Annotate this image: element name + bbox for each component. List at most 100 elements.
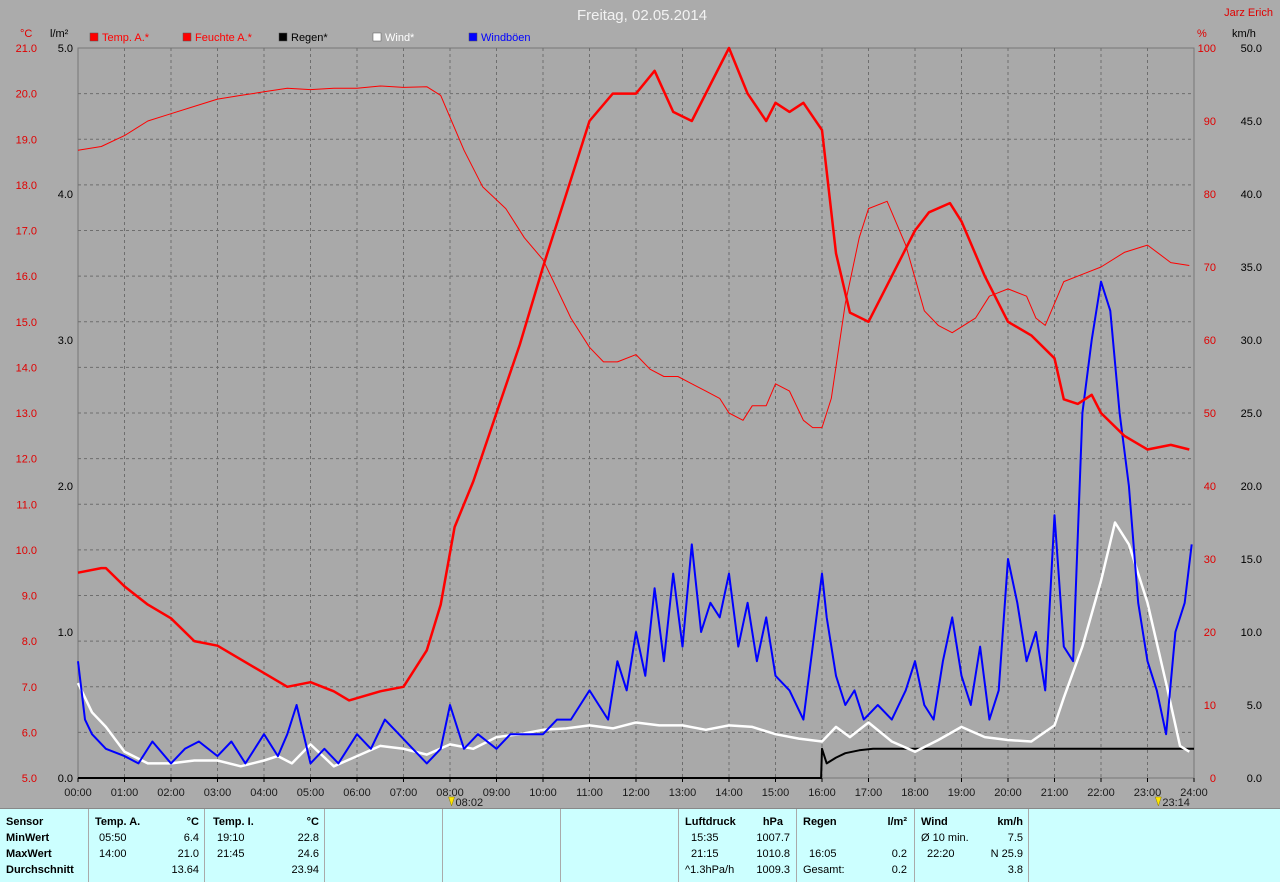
rain-tick-label: 3.0	[58, 335, 73, 347]
row-label-avg: Durchschnitt	[6, 864, 74, 876]
legend-swatch	[372, 32, 382, 42]
wind-tick-label: 25.0	[1241, 408, 1262, 420]
pressure-avg-value: 1009.3	[756, 864, 790, 876]
x-tick-label: 08:00	[436, 787, 464, 799]
legend-label: Regen*	[291, 32, 328, 44]
pressure-unit: hPa	[762, 816, 783, 828]
wind-column: Wind km/h Ø 10 min. 7.5 22:20 N 25.9 3.8	[914, 809, 1029, 882]
wind-tick-label: 35.0	[1241, 262, 1262, 274]
rain-unit: l/m²	[50, 28, 69, 40]
temp-a-unit: °C	[186, 816, 199, 828]
wind-tick-label: 40.0	[1241, 189, 1262, 201]
legend-swatch	[468, 32, 478, 42]
rain-total-value: 0.2	[891, 864, 907, 876]
wind-avg-value: 3.8	[1007, 864, 1023, 876]
pressure-min-time: 15:35	[691, 832, 719, 844]
legend-label: Wind*	[385, 32, 415, 44]
humidity-unit: %	[1197, 28, 1207, 40]
x-tick-label: 19:00	[948, 787, 976, 799]
legend-label: Temp. A.*	[102, 32, 150, 44]
x-tick-label: 04:00	[250, 787, 278, 799]
temp-tick-label: 15.0	[16, 317, 37, 329]
temp-axis: 21.0 20.0 19.0 18.0 17.0 16.0 15.0 14.0 13.0 12.0…	[16, 43, 37, 785]
temp-a-min-value: 6.4	[183, 832, 199, 844]
pressure-max-value: 1010.8	[756, 848, 790, 860]
stats-panel: Sensor MinWert MaxWert Durchschnitt Temp…	[0, 808, 1280, 882]
wind-avg10-label: Ø 10 min.	[921, 832, 969, 844]
wind-axis: 50.0 45.0 40.0 35.0 30.0 25.0 20.0 15.0 10.0 5.0 0…	[1241, 43, 1262, 785]
sunset-time: 23:14	[1162, 797, 1190, 808]
wind-unit: km/h	[997, 816, 1023, 828]
row-label-max: MaxWert	[6, 848, 52, 860]
x-tick-label: 20:00	[994, 787, 1022, 799]
series-line-4	[77, 280, 1193, 765]
humidity-tick-label: 90	[1204, 116, 1216, 128]
wind-header: Wind	[921, 816, 948, 828]
temp-tick-label: 13.0	[16, 408, 37, 420]
empty-column-2	[442, 809, 561, 882]
rain-tick-label: 1.0	[58, 627, 73, 639]
temp-tick-label: 16.0	[16, 271, 37, 283]
chart-title: Freitag, 02.05.2014	[577, 7, 707, 24]
x-tick-label: 06:00	[343, 787, 371, 799]
rain-axis: 5.0 4.0 3.0 2.0 1.0 0.0	[58, 43, 73, 785]
pressure-header: Luftdruck	[685, 816, 736, 828]
rain-column: Regen l/m² 16:05 0.2 Gesamt: 0.2	[796, 809, 915, 882]
temp-tick-label: 10.0	[16, 545, 37, 557]
pressure-column: Luftdruck hPa 15:35 1007.7 21:15 1010.8 …	[678, 809, 797, 882]
x-axis: 00:00 01:00 02:00 03:00 04:00 05:00 06:00 07:00…	[64, 778, 1208, 799]
wind-tick-label: 45.0	[1241, 116, 1262, 128]
series-line-2	[78, 747, 1194, 779]
x-tick-label: 11:00	[576, 787, 603, 799]
temp-tick-label: 14.0	[16, 362, 37, 374]
wind-tick-label: 20.0	[1241, 481, 1262, 493]
x-tick-label: 23:00	[1134, 787, 1162, 799]
wind-unit: km/h	[1232, 28, 1256, 40]
humidity-tick-label: 40	[1204, 481, 1216, 493]
temp-outdoor-column: Temp. A. °C 05:50 6.4 14:00 21.0 13.64	[88, 809, 205, 882]
series-group	[76, 46, 1194, 779]
pressure-trend: ^1.3hPa/h	[685, 864, 735, 876]
wind-tick-label: 5.0	[1247, 700, 1262, 712]
rain-unit: l/m²	[887, 816, 907, 828]
temp-unit: °C	[20, 28, 32, 40]
temp-i-max-time: 21:45	[217, 848, 245, 860]
x-tick-label: 05:00	[297, 787, 325, 799]
series-line-0	[77, 46, 1190, 702]
legend-swatch	[278, 32, 288, 42]
x-tick-label: 24:00	[1180, 787, 1208, 799]
rain-max-value: 0.2	[891, 848, 907, 860]
sunrise-time: 08:02	[456, 797, 484, 808]
humidity-tick-label: 20	[1204, 627, 1216, 639]
temp-tick-label: 20.0	[16, 89, 37, 101]
temp-tick-label: 6.0	[22, 727, 37, 739]
x-tick-label: 21:00	[1041, 787, 1069, 799]
wind-gust-value: N 25.9	[990, 848, 1023, 860]
temp-a-header: Temp. A.	[95, 816, 141, 828]
wind-tick-label: 30.0	[1241, 335, 1262, 347]
humidity-tick-label: 80	[1204, 189, 1216, 201]
humidity-tick-label: 30	[1204, 554, 1216, 566]
x-tick-label: 02:00	[157, 787, 185, 799]
temp-tick-label: 5.0	[22, 773, 37, 785]
rain-max-time: 16:05	[809, 848, 837, 860]
grid	[78, 48, 1194, 778]
empty-column-3	[560, 809, 679, 882]
humidity-tick-label: 60	[1204, 335, 1216, 347]
humidity-tick-label: 10	[1204, 700, 1216, 712]
temp-tick-label: 17.0	[16, 226, 37, 238]
x-tick-label: 17:00	[855, 787, 883, 799]
x-tick-label: 13:00	[669, 787, 697, 799]
temp-tick-label: 12.0	[16, 454, 37, 466]
wind-tick-label: 10.0	[1241, 627, 1262, 639]
x-tick-label: 18:00	[901, 787, 929, 799]
humidity-tick-label: 100	[1198, 43, 1216, 55]
temp-a-max-value: 21.0	[177, 848, 199, 860]
x-tick-label: 01:00	[111, 787, 139, 799]
legend-label: Windböen	[481, 32, 531, 44]
legend-swatch	[89, 32, 99, 42]
temp-i-header: Temp. I.	[213, 816, 254, 828]
temp-tick-label: 21.0	[16, 43, 37, 55]
temp-tick-label: 8.0	[22, 636, 37, 648]
